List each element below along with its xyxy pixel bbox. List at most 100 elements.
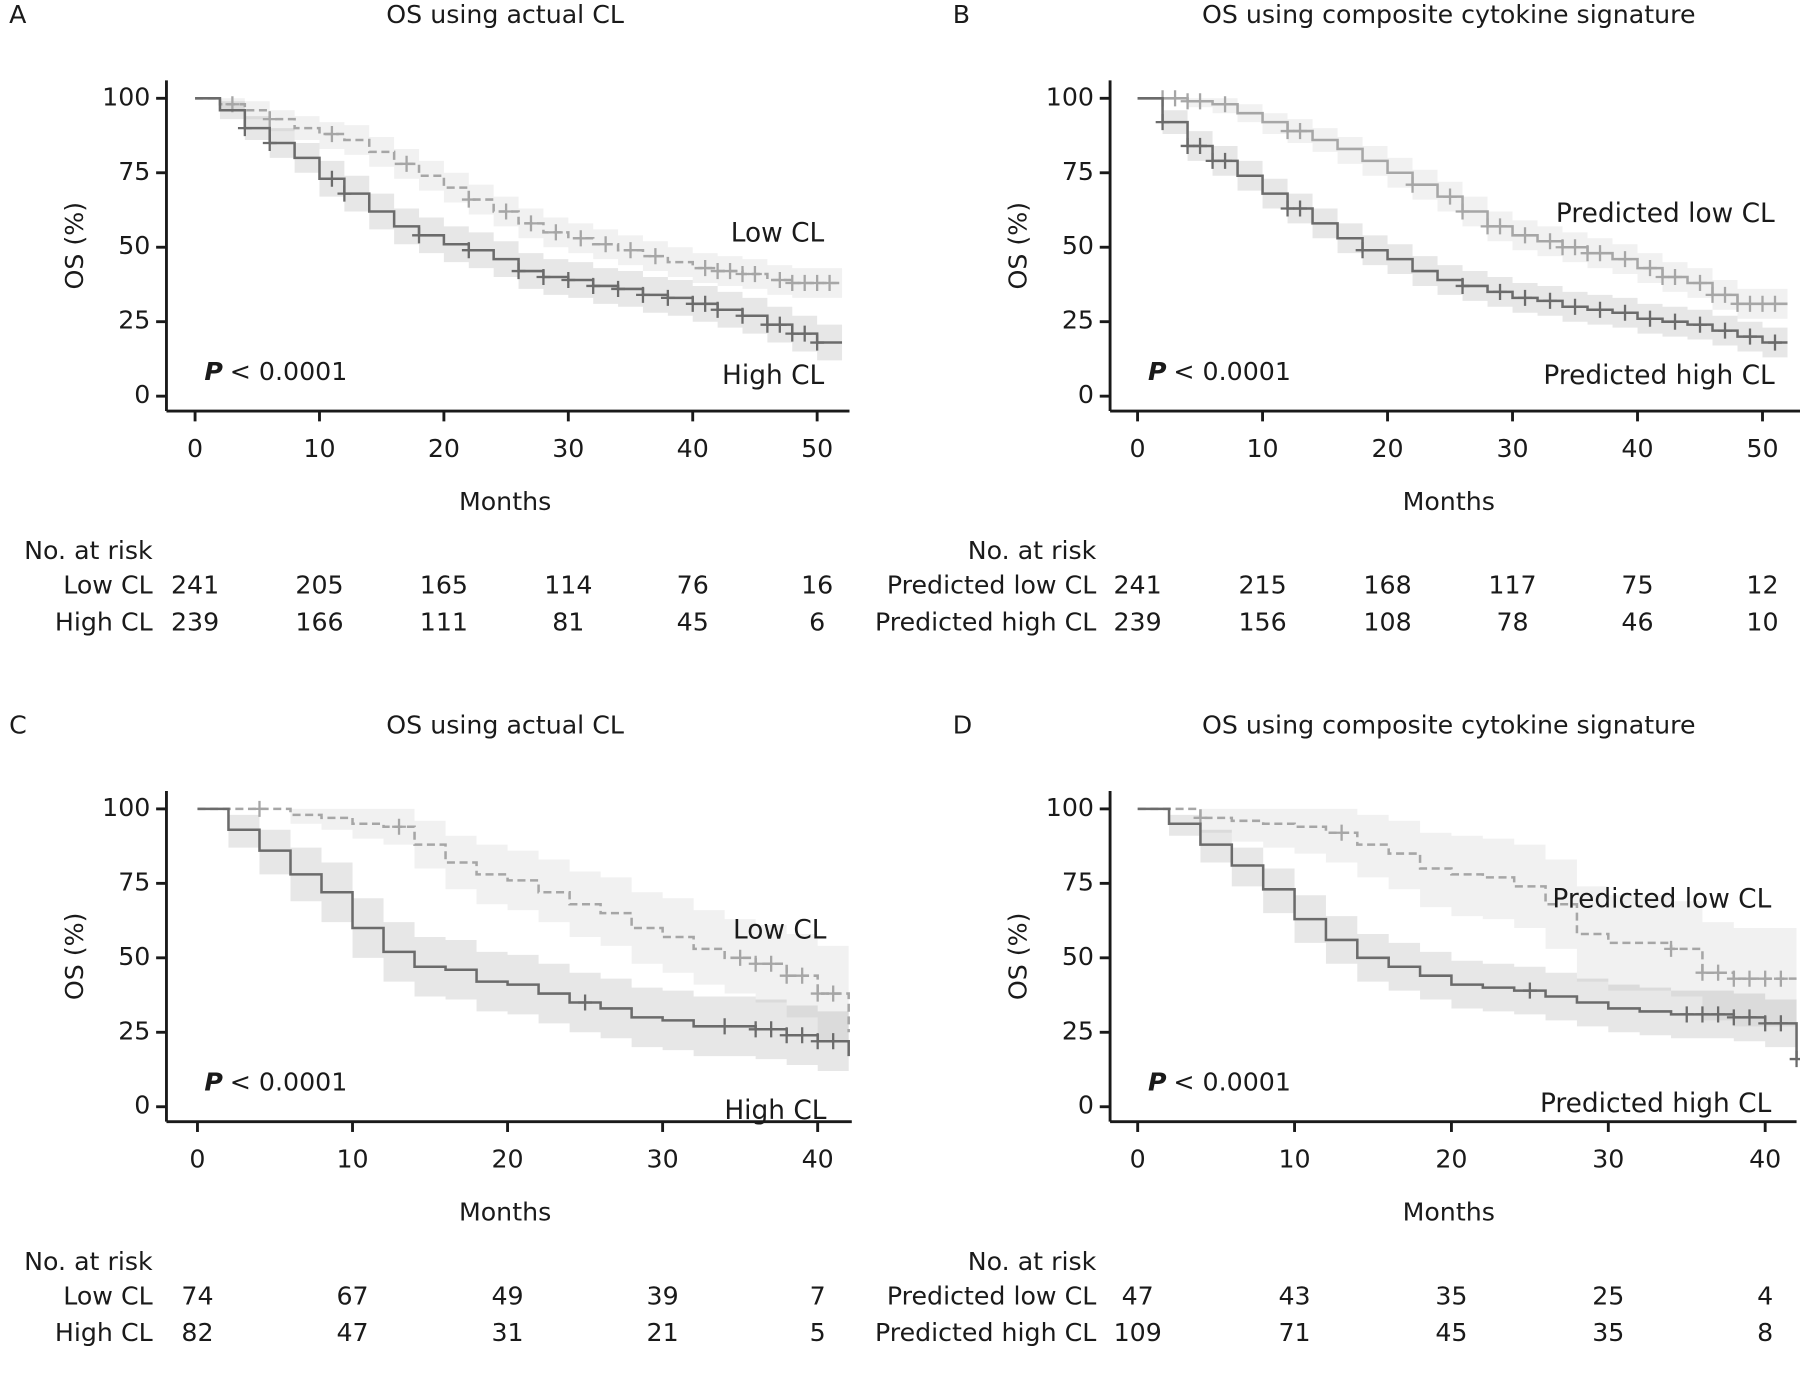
risk-count: 109 <box>1114 1318 1162 1347</box>
censor-mark <box>1618 304 1632 321</box>
risk-count: 46 <box>1621 607 1653 636</box>
censor-mark <box>1695 1006 1710 1023</box>
y-tick-label: 75 <box>1062 867 1094 896</box>
censor-mark <box>1758 1015 1773 1032</box>
risk-count: 67 <box>336 1281 368 1310</box>
censor-mark <box>1180 93 1195 110</box>
censor-mark <box>1655 268 1670 286</box>
censor-mark <box>1355 242 1370 259</box>
censor-mark <box>698 295 713 312</box>
censor-mark <box>698 260 713 277</box>
risk-count: 39 <box>647 1281 679 1310</box>
censor-mark <box>735 266 750 283</box>
censor-mark <box>764 955 779 972</box>
censor-mark <box>1205 152 1220 169</box>
censor-mark <box>710 263 725 280</box>
risk-row-label: Predicted high CL <box>875 1318 1096 1347</box>
censor-mark <box>1493 283 1507 300</box>
censor-mark <box>764 1021 779 1038</box>
censor-mark <box>810 334 825 351</box>
censor-mark <box>1405 176 1420 193</box>
censor-mark <box>578 994 592 1011</box>
y-tick-label: 50 <box>1062 942 1094 971</box>
censor-mark <box>1664 940 1678 957</box>
censor-mark <box>735 307 750 324</box>
censor-mark <box>461 242 476 259</box>
y-tick-label: 75 <box>118 867 150 896</box>
risk-row-label: High CL <box>55 607 153 636</box>
censor-mark <box>623 242 638 259</box>
censor-mark <box>461 191 476 208</box>
censor-mark <box>810 985 825 1002</box>
y-tick-label: 50 <box>118 942 150 971</box>
censor-mark <box>598 236 613 253</box>
risk-row-label: Predicted high CL <box>875 607 1096 636</box>
y-tick-label: 0 <box>134 1091 150 1120</box>
p-symbol: P <box>1148 357 1167 386</box>
censor-mark <box>1555 239 1570 256</box>
censor-mark <box>822 274 837 292</box>
censor-mark <box>1580 245 1595 262</box>
censor-mark <box>1755 295 1770 312</box>
censor-mark <box>810 1033 825 1050</box>
risk-count: 47 <box>1122 1281 1154 1310</box>
censor-mark <box>536 268 551 286</box>
censor-mark <box>1695 964 1710 981</box>
censor-mark <box>785 274 800 292</box>
y-tick-label: 0 <box>1078 1091 1094 1120</box>
confidence-band <box>1137 808 1797 1027</box>
risk-count: 8 <box>1757 1318 1773 1347</box>
x-tick-label: 10 <box>1246 434 1278 463</box>
censor-mark <box>810 274 825 292</box>
p-symbol: P <box>1148 1068 1167 1097</box>
risk-count: 239 <box>1113 607 1161 636</box>
censor-mark <box>611 280 625 297</box>
censor-mark <box>748 1021 763 1038</box>
censor-mark <box>1758 970 1773 987</box>
censor-mark <box>1726 970 1741 987</box>
risk-count: 10 <box>1746 607 1778 636</box>
x-tick-label: 40 <box>1621 434 1653 463</box>
curve-label: Low CL <box>733 915 827 946</box>
censor-mark <box>325 126 339 143</box>
risk-row-label: Predicted low CL <box>887 571 1096 600</box>
y-tick-label: 25 <box>118 306 150 335</box>
chart-title: OS using composite cytokine signature <box>1202 0 1696 29</box>
censor-mark <box>1743 328 1757 345</box>
censor-mark <box>1280 123 1295 140</box>
y-tick-label: 100 <box>102 793 150 822</box>
censor-mark <box>586 277 601 294</box>
risk-count: 35 <box>1435 1281 1467 1310</box>
censor-mark <box>1193 93 1207 110</box>
x-tick-label: 40 <box>802 1145 834 1174</box>
y-tick-label: 100 <box>102 82 150 111</box>
p-text: < 0.0001 <box>1173 357 1291 386</box>
censor-mark <box>1718 286 1732 303</box>
censor-mark <box>412 227 426 244</box>
censor-mark <box>1743 295 1757 312</box>
censor-mark <box>748 955 763 972</box>
censor-mark <box>1522 982 1537 999</box>
censor-mark <box>1773 1015 1788 1032</box>
censor-mark <box>797 325 812 342</box>
risk-count: 114 <box>544 571 592 600</box>
censor-mark <box>1789 1051 1800 1068</box>
risk-row-label: High CL <box>55 1318 153 1347</box>
censor-mark <box>1742 1009 1757 1026</box>
x-tick-label: 40 <box>677 434 709 463</box>
x-tick-label: 10 <box>1278 1145 1310 1174</box>
risk-count: 21 <box>647 1318 679 1347</box>
censor-mark <box>1593 301 1607 318</box>
x-tick-label: 30 <box>552 434 584 463</box>
risk-count: 31 <box>491 1318 523 1347</box>
censor-mark <box>826 1033 841 1050</box>
risk-count: 4 <box>1757 1281 1773 1310</box>
censor-mark <box>660 289 675 306</box>
censor-mark <box>1768 334 1782 351</box>
confidence-band <box>197 808 849 1077</box>
risk-count: 5 <box>810 1318 826 1347</box>
x-tick-label: 20 <box>1371 434 1403 463</box>
panel: A OS using actual CL OS (%) Months 0 25 50 75 10… <box>9 0 850 636</box>
p-value: P < 0.0001 <box>1148 1068 1291 1097</box>
